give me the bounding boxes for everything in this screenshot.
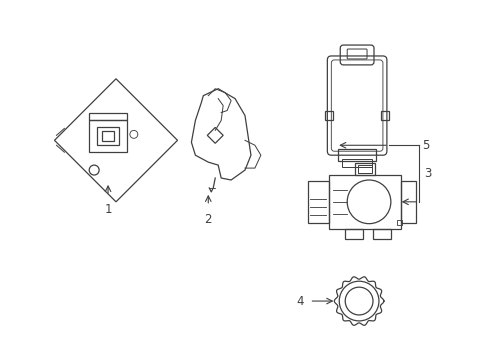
Bar: [357, 165, 371, 172]
Bar: [354, 163, 374, 175]
Bar: [307, 181, 328, 223]
Text: 5: 5: [422, 139, 429, 152]
Text: 2: 2: [204, 213, 212, 226]
Bar: [97, 127, 119, 145]
Bar: [325, 111, 333, 121]
Bar: [342, 159, 371, 167]
Text: 3: 3: [424, 167, 431, 180]
Bar: [380, 111, 388, 121]
Bar: [102, 131, 114, 141]
Bar: [396, 220, 401, 225]
Bar: [328, 175, 400, 229]
Bar: [89, 113, 127, 121]
Bar: [338, 149, 375, 161]
Bar: [89, 121, 127, 152]
Bar: [400, 181, 415, 223]
Text: 4: 4: [295, 294, 303, 307]
Bar: [345, 229, 362, 239]
Text: 1: 1: [104, 203, 112, 216]
Bar: [372, 229, 390, 239]
